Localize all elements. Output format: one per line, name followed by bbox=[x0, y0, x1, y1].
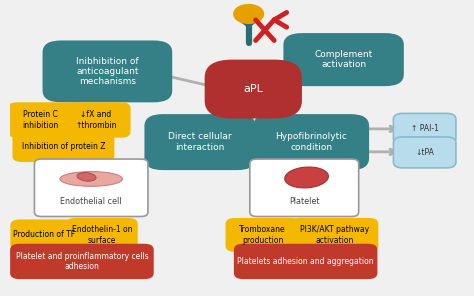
FancyBboxPatch shape bbox=[250, 159, 359, 216]
Text: PI3K/AKT pathway
activation: PI3K/AKT pathway activation bbox=[300, 225, 369, 244]
Text: ↑ PAI-1: ↑ PAI-1 bbox=[411, 124, 438, 133]
Text: Inhibition of protein Z: Inhibition of protein Z bbox=[22, 142, 105, 151]
FancyBboxPatch shape bbox=[43, 41, 172, 102]
Circle shape bbox=[234, 4, 264, 23]
Text: ↓tPA: ↓tPA bbox=[415, 148, 434, 157]
Text: Direct cellular
interaction: Direct cellular interaction bbox=[168, 132, 232, 152]
FancyBboxPatch shape bbox=[61, 102, 130, 138]
FancyBboxPatch shape bbox=[10, 244, 154, 279]
FancyBboxPatch shape bbox=[291, 218, 378, 252]
Text: Complement
activation: Complement activation bbox=[314, 50, 373, 69]
Text: Production of TF: Production of TF bbox=[13, 230, 75, 239]
FancyBboxPatch shape bbox=[393, 113, 456, 144]
Text: Platelet and proinflammatory cells
adhesion: Platelet and proinflammatory cells adhes… bbox=[16, 252, 148, 271]
Text: ↓fX and
↑thrombin: ↓fX and ↑thrombin bbox=[75, 110, 117, 130]
FancyBboxPatch shape bbox=[66, 218, 138, 252]
FancyBboxPatch shape bbox=[393, 137, 456, 168]
Ellipse shape bbox=[60, 172, 122, 186]
Text: Hypofibrinolytic
condition: Hypofibrinolytic condition bbox=[275, 132, 347, 152]
Text: Platelets adhesion and aggregation: Platelets adhesion and aggregation bbox=[237, 257, 374, 266]
FancyBboxPatch shape bbox=[205, 59, 302, 118]
FancyBboxPatch shape bbox=[35, 159, 148, 216]
FancyBboxPatch shape bbox=[283, 33, 404, 86]
Text: Endothelin-1 on
surface: Endothelin-1 on surface bbox=[72, 225, 132, 244]
Text: Inibhibition of
anticoagulant
mechanisms: Inibhibition of anticoagulant mechanisms bbox=[76, 57, 139, 86]
FancyBboxPatch shape bbox=[145, 114, 255, 170]
Text: Protein C
inhibition: Protein C inhibition bbox=[22, 110, 58, 130]
Text: Tromboxane
production: Tromboxane production bbox=[239, 225, 286, 244]
FancyBboxPatch shape bbox=[234, 244, 377, 279]
FancyBboxPatch shape bbox=[10, 219, 78, 250]
FancyBboxPatch shape bbox=[253, 114, 369, 170]
Text: Platelet: Platelet bbox=[289, 197, 319, 206]
Text: Endothelial cell: Endothelial cell bbox=[61, 197, 122, 206]
FancyBboxPatch shape bbox=[226, 218, 300, 252]
Text: aPL: aPL bbox=[243, 84, 263, 94]
FancyBboxPatch shape bbox=[12, 131, 114, 162]
Ellipse shape bbox=[77, 173, 96, 181]
Ellipse shape bbox=[285, 167, 328, 188]
FancyBboxPatch shape bbox=[8, 102, 73, 138]
